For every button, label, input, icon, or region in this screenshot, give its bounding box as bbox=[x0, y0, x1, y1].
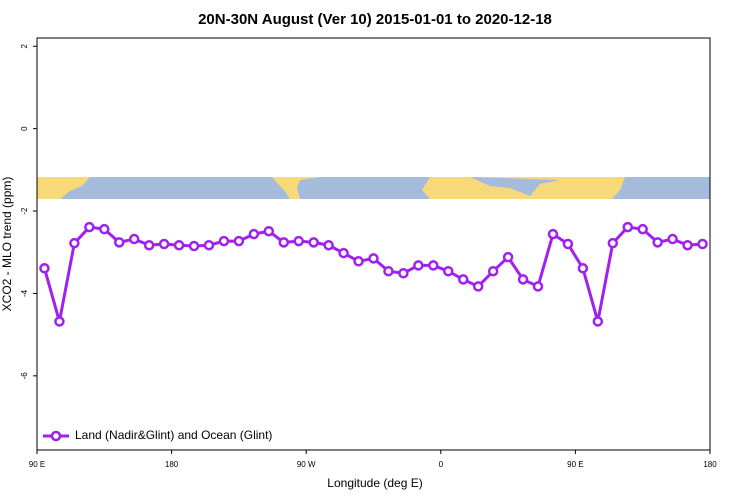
data-point bbox=[697, 238, 708, 250]
legend-marker bbox=[50, 430, 62, 442]
data-point bbox=[338, 247, 349, 259]
x-tick-label: 90 E bbox=[567, 460, 583, 469]
x-tick-label: 90 W bbox=[297, 460, 316, 469]
data-point bbox=[517, 274, 529, 285]
data-point bbox=[547, 228, 559, 240]
data-point bbox=[667, 233, 678, 245]
data-point bbox=[99, 223, 110, 235]
data-point bbox=[114, 237, 125, 248]
data-point bbox=[263, 225, 275, 237]
data-point bbox=[472, 281, 484, 292]
data-point bbox=[308, 237, 319, 248]
data-point bbox=[368, 253, 379, 264]
data-point bbox=[248, 228, 260, 240]
y-tick-label: -4 bbox=[20, 289, 29, 297]
legend: Land (Nadir&Glint) and Ocean (Glint) bbox=[43, 428, 272, 442]
data-point bbox=[233, 235, 245, 247]
chart-title: 20N-30N August (Ver 10) 2015-01-01 to 20… bbox=[198, 11, 552, 28]
land bbox=[37, 177, 90, 199]
data-point bbox=[188, 240, 200, 252]
data-point bbox=[637, 223, 648, 235]
x-tick-label: 180 bbox=[165, 460, 179, 469]
land bbox=[272, 177, 320, 199]
x-tick-label: 0 bbox=[439, 460, 444, 469]
data-point bbox=[158, 238, 170, 250]
data-point bbox=[323, 239, 334, 251]
data-point bbox=[84, 221, 95, 233]
data-point bbox=[443, 265, 454, 277]
data-point bbox=[353, 256, 364, 267]
y-tick-label: -2 bbox=[20, 207, 29, 215]
data-point bbox=[218, 235, 230, 247]
sea bbox=[470, 177, 560, 196]
data-point bbox=[278, 237, 290, 248]
y-tick-label: -6 bbox=[20, 372, 29, 380]
data-point bbox=[607, 237, 619, 249]
y-tick-label: 2 bbox=[20, 43, 29, 48]
plot-frame bbox=[36, 37, 711, 451]
legend-label: Land (Nadir&Glint) and Ocean (Glint) bbox=[75, 428, 272, 442]
data-point bbox=[69, 237, 80, 249]
data-point bbox=[532, 281, 544, 292]
data-point bbox=[398, 268, 409, 279]
data-point bbox=[293, 235, 304, 247]
data-point bbox=[652, 237, 663, 248]
data-point bbox=[128, 233, 140, 245]
data-point bbox=[457, 274, 469, 285]
x-axis-label: Longitude (deg E) bbox=[327, 476, 422, 490]
map-band bbox=[37, 177, 710, 199]
data-point bbox=[143, 239, 155, 251]
data-point bbox=[54, 316, 65, 327]
data-point bbox=[682, 239, 693, 251]
y-tick-label: 0 bbox=[20, 126, 29, 131]
y-axis-label: XCO2 - MLO trend (ppm) bbox=[0, 177, 14, 312]
x-tick-label: 180 bbox=[703, 460, 717, 469]
data-point bbox=[562, 238, 574, 250]
data-point bbox=[413, 260, 424, 271]
data-point bbox=[502, 251, 514, 263]
data-point bbox=[383, 265, 394, 277]
data-point bbox=[577, 263, 589, 274]
data-point bbox=[203, 239, 215, 251]
data-point bbox=[487, 265, 499, 277]
data-point bbox=[39, 263, 50, 274]
data-line bbox=[43, 225, 703, 322]
data-point bbox=[428, 260, 439, 271]
data-point bbox=[592, 316, 604, 327]
data-point bbox=[173, 239, 185, 251]
x-tick-label: 90 E bbox=[29, 460, 45, 469]
data-point bbox=[622, 221, 633, 233]
